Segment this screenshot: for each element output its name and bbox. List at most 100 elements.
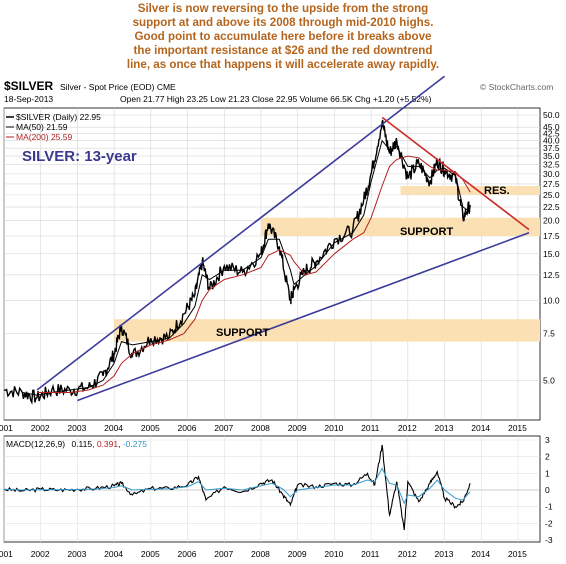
price-series-line	[3, 119, 471, 405]
macd-legend-v2: 0.391	[97, 439, 119, 449]
x-tick-label: 2011	[361, 423, 380, 433]
x-tick-label: 2007	[214, 549, 233, 559]
x-tick-label: 2014	[471, 423, 490, 433]
support-bands	[114, 186, 540, 342]
macd-signal-line	[3, 467, 471, 505]
price-tick-label: 15.0	[543, 249, 560, 259]
x-tick-label: 2004	[104, 423, 123, 433]
x-tick-label: 2013	[435, 423, 454, 433]
price-tick-label: 7.5	[543, 329, 555, 339]
price-tick-label: 42.5	[543, 129, 560, 139]
trendlines	[36, 75, 530, 402]
trendline-channel-upper	[36, 75, 446, 391]
price-tick-label: 32.5	[543, 160, 560, 170]
macd-legend-sep1: ,	[92, 439, 97, 449]
price-tick-label: 20.0	[543, 216, 560, 226]
x-tick-label: 2006	[178, 549, 197, 559]
symbol-label: $SILVER	[4, 79, 53, 93]
macd-tick-label: -2	[545, 518, 553, 528]
macd-legend-sep2: ,	[118, 439, 123, 449]
macd-legend-v3: -0.275	[123, 439, 147, 449]
x-tick-label: 2003	[67, 423, 86, 433]
price-tick-label: 50.0	[543, 110, 560, 120]
price-tick-label: 37.5	[543, 143, 560, 153]
annotation-line: Good point to accumulate here before it …	[134, 30, 432, 43]
macd-tick-label: 0	[545, 485, 550, 495]
x-tick-label: 2006	[178, 423, 197, 433]
macd-lines	[3, 444, 471, 531]
macd-grid	[3, 436, 540, 542]
x-tick-label: 2008	[251, 423, 270, 433]
date-axis-bottom: 2001 2002 2003 2004 2005 2006 2007 2008 2009 2010…	[0, 549, 527, 559]
x-tick-label: 2005	[141, 423, 160, 433]
macd-tick-label: -3	[545, 535, 553, 545]
price-tick-label: 5.0	[543, 375, 555, 385]
chart-title: SILVER: 13-year	[22, 148, 137, 165]
x-tick-label: 2014	[471, 549, 490, 559]
x-tick-label: 2010	[324, 549, 343, 559]
stockcharts-credit: © StockCharts.com	[480, 82, 553, 92]
price-tick-label: 40.0	[543, 136, 560, 146]
x-tick-label: 2015	[508, 549, 527, 559]
macd-tick-label: 1	[545, 468, 550, 478]
x-tick-label: 2012	[398, 423, 417, 433]
legend-ma200: MA(200) 25.59	[16, 132, 72, 142]
x-tick-label: 2009	[288, 423, 307, 433]
price-axis: 50.0 45.042.540.037.535.032.530.027.525.0…	[543, 110, 560, 385]
x-tick-label: 2007	[214, 423, 233, 433]
x-tick-label: 2001	[0, 423, 13, 433]
ma200-line	[37, 155, 471, 393]
annotation-line: Silver is now reversing to the upside fr…	[137, 2, 429, 15]
date-axis-top: 2001 2002 2003 2004 2005 2006 2007 2008 2009 2010…	[0, 423, 527, 433]
x-tick-label: 2010	[324, 423, 343, 433]
macd-tick-label: -1	[545, 502, 553, 512]
x-tick-label: 2008	[251, 549, 270, 559]
x-tick-label: 2003	[67, 549, 86, 559]
x-tick-label: 2004	[104, 549, 123, 559]
x-tick-label: 2005	[141, 549, 160, 559]
price-tick-label: 17.5	[543, 231, 560, 241]
price-tick-label: 12.5	[543, 270, 560, 280]
symbol-description: Silver - Spot Price (EOD) CME	[60, 82, 176, 92]
macd-line	[3, 444, 471, 531]
trendline-channel-lower	[77, 231, 530, 402]
x-tick-label: 2012	[398, 549, 417, 559]
macd-legend-v1: 0.115	[71, 439, 92, 449]
support-band	[260, 217, 540, 236]
x-tick-label: 2013	[435, 549, 454, 559]
support-band	[114, 319, 540, 342]
legend-ma50: MA(50) 21.59	[16, 122, 68, 132]
x-tick-label: 2011	[361, 549, 380, 559]
ohlc-readout: Open 21.77 High 23.25 Low 21.23 Close 22…	[120, 94, 432, 104]
x-tick-label: 2015	[508, 423, 527, 433]
price-tick-label: 35.0	[543, 151, 560, 161]
resistance-band	[400, 186, 540, 195]
macd-legend-prefix: MACD(12,26,9)	[6, 439, 65, 449]
price-tick-label: 10.0	[543, 295, 560, 305]
macd-legend: MACD(12,26,9) 0.115, 0.391, -0.275	[6, 439, 147, 449]
price-panel	[3, 107, 541, 421]
macd-tick-label: 3	[545, 435, 550, 445]
x-tick-label: 2002	[31, 423, 50, 433]
x-tick-label: 2001	[0, 549, 13, 559]
resistance-label: RES.	[484, 185, 510, 197]
price-tick-label: 30.0	[543, 169, 560, 179]
annotation-line: support at and above its 2008 through mi…	[132, 16, 434, 29]
support-label-upper: SUPPORT	[400, 226, 453, 238]
price-tick-label: 25.0	[543, 190, 560, 200]
ma50-line	[22, 139, 471, 396]
price-lines	[3, 119, 471, 405]
x-tick-label: 2009	[288, 549, 307, 559]
annotation-line: the important resistance at $26 and the …	[133, 44, 433, 57]
support-label-lower: SUPPORT	[216, 327, 269, 339]
price-tick-label: 45.0	[543, 122, 560, 132]
annotation-line: line, as once that happens it will accel…	[126, 58, 440, 71]
price-tick-label: 27.5	[543, 179, 560, 189]
price-tick-label: 22.5	[543, 202, 560, 212]
macd-tick-label: 2	[545, 452, 550, 462]
annotation-text: Silver is now reversing to the upside fr…	[8, 2, 558, 72]
legend-price: $SILVER (Daily) 22.95	[16, 112, 101, 122]
trendline-downtrend	[381, 116, 530, 231]
x-tick-label: 2002	[31, 549, 50, 559]
